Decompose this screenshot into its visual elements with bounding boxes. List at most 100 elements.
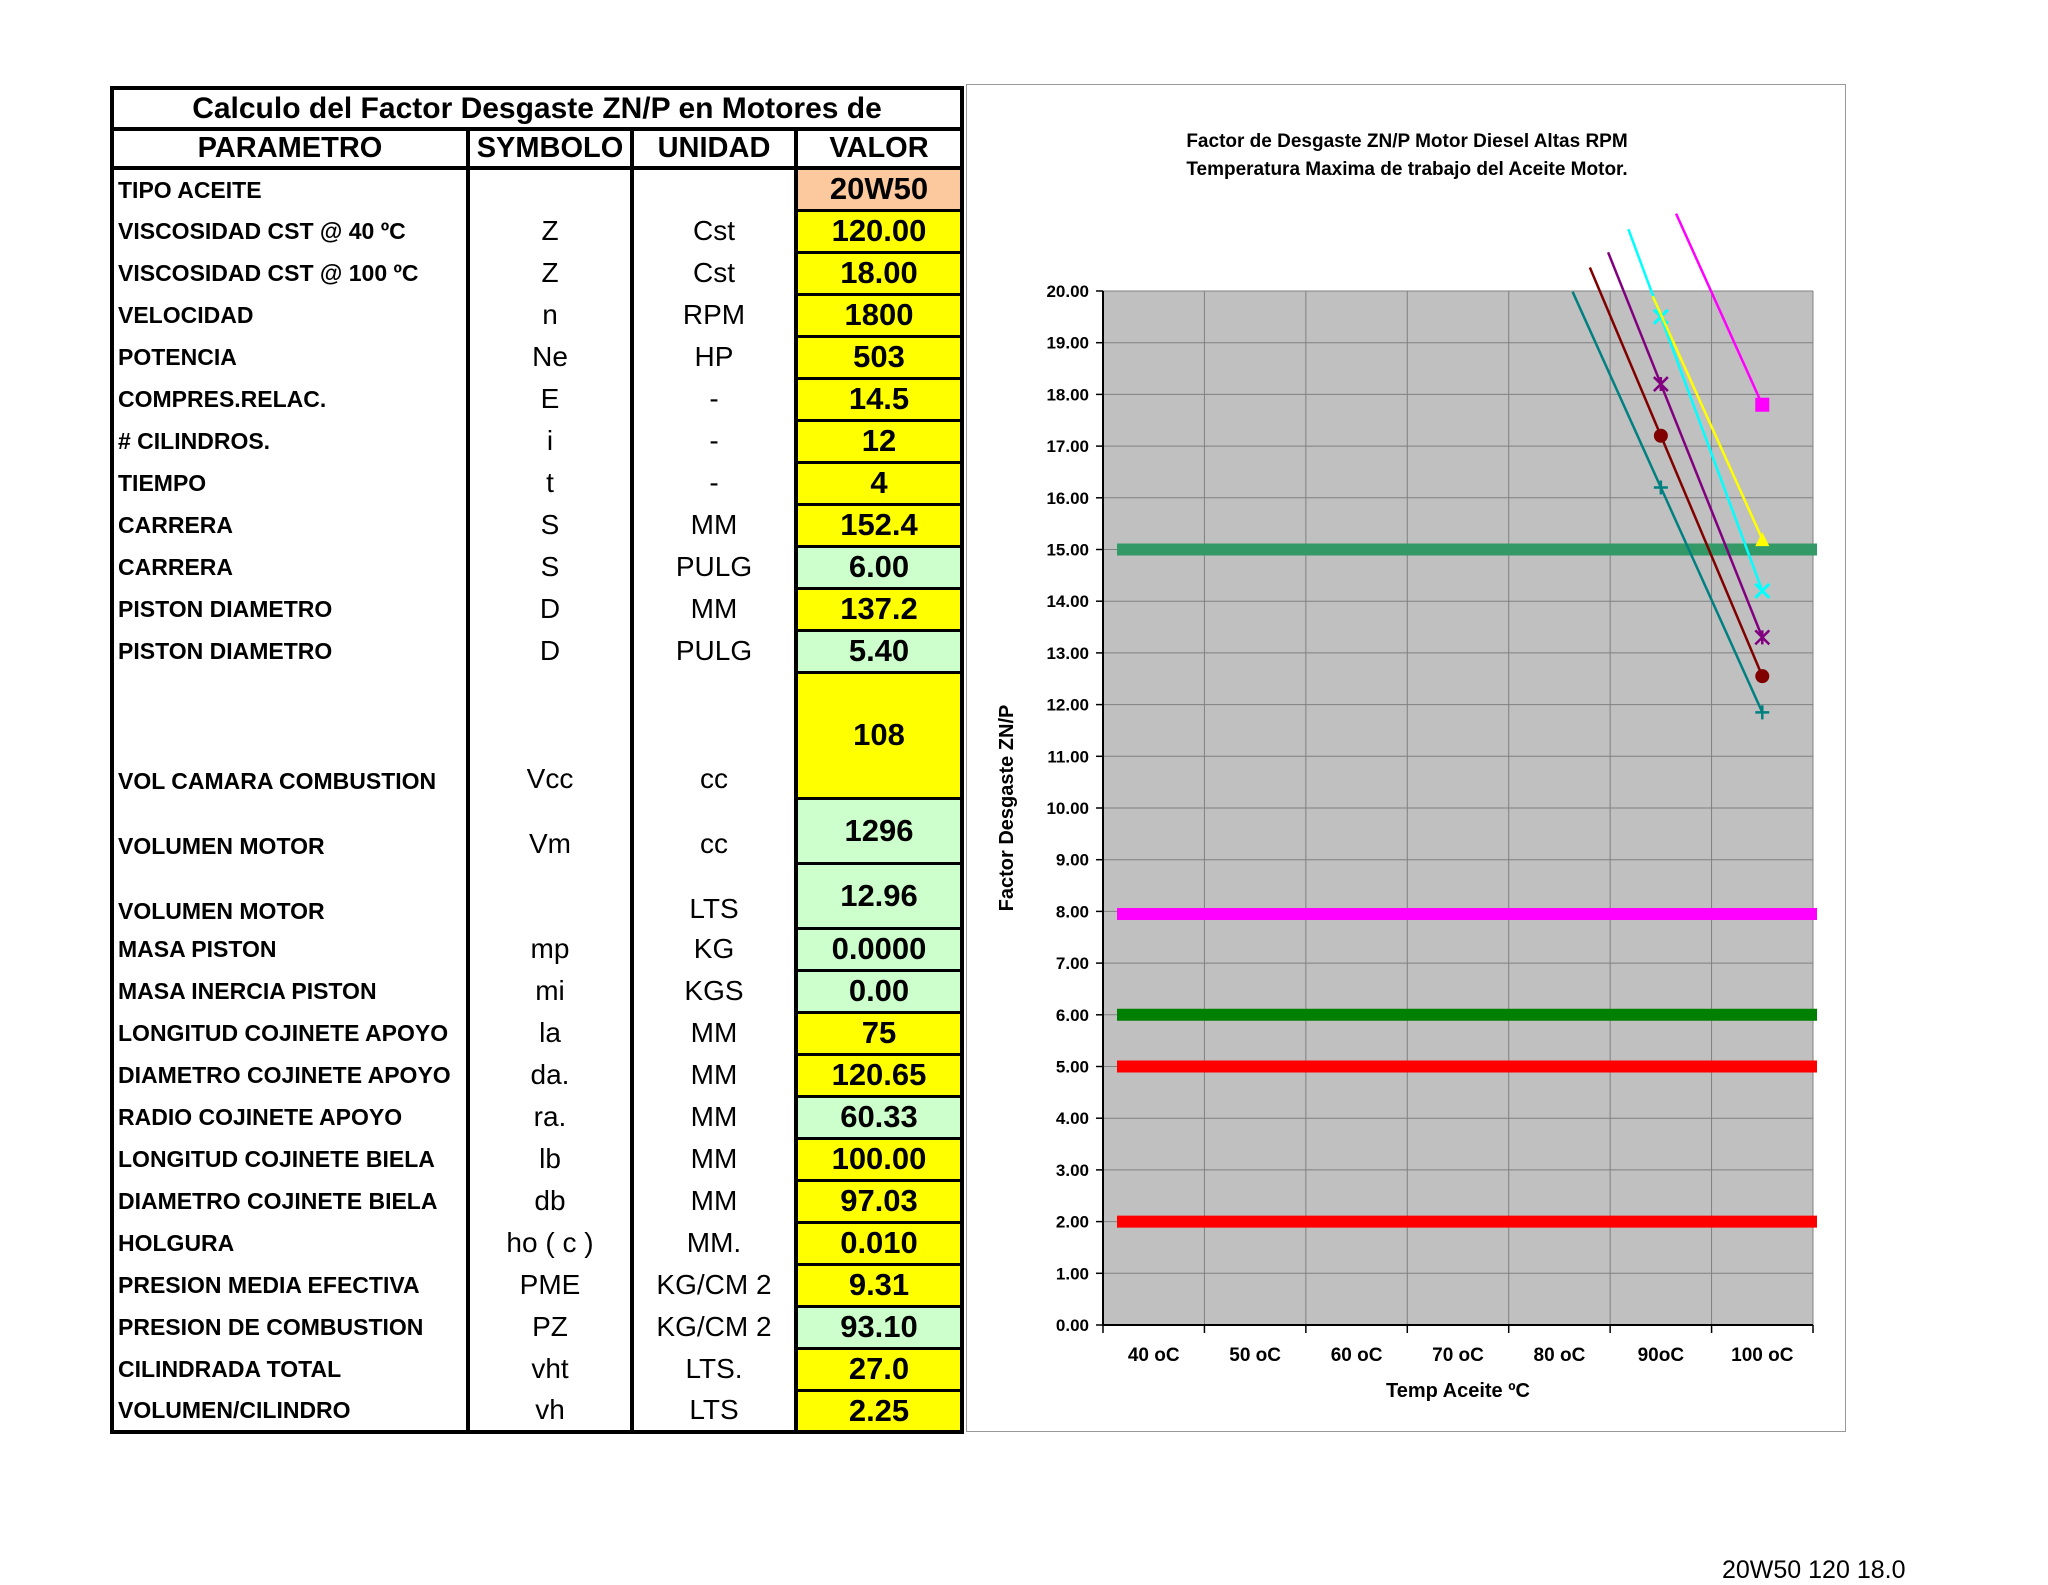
symbol-cell: PZ (468, 1306, 634, 1348)
value-cell: 5.40 (794, 628, 962, 672)
y-tick-label: 11.00 (1047, 747, 1089, 766)
y-tick-label: 17.00 (1046, 437, 1089, 456)
value-cell: 152.4 (794, 502, 962, 546)
table-row: CARRERA S PULG 6.00 (112, 544, 962, 588)
symbol-cell: t (468, 462, 634, 504)
symbol-cell: Vm (468, 798, 634, 863)
param-cell: PISTON DIAMETRO (112, 588, 470, 630)
y-tick-label: 4.00 (1056, 1109, 1089, 1128)
table-row: CILINDRADA TOTAL vht LTS. 27.0 (112, 1346, 962, 1390)
table-row: VOLUMEN MOTOR Vm cc 1296 (112, 796, 962, 863)
unit-cell: Cst (632, 252, 798, 294)
unit-cell: LTS (632, 1390, 798, 1432)
unit-cell: - (632, 462, 798, 504)
unit-cell: LTS. (632, 1348, 798, 1390)
symbol-cell: Vcc (468, 672, 634, 798)
value-cell: 9.31 (794, 1262, 962, 1306)
param-cell: MASA PISTON (112, 928, 470, 970)
table-row: # CILINDROS. i -12 (112, 418, 962, 462)
x-axis-label: Temp Aceite ºC (1386, 1380, 1530, 1402)
table-row: RADIO COJINETE APOYO ra. MM 60.33 (112, 1094, 962, 1138)
value-cell: 100.00 (794, 1136, 962, 1180)
y-tick-label: 0.00 (1056, 1316, 1089, 1335)
y-tick-label: 10.00 (1046, 799, 1089, 818)
symbol-cell: D (468, 630, 634, 672)
symbol-cell: mp (468, 928, 634, 970)
unit-cell: MM (632, 1012, 798, 1054)
series-marker (1755, 705, 1770, 720)
series-line (1606, 251, 1764, 638)
series-marker (1755, 532, 1770, 547)
symbol-cell: db (468, 1180, 634, 1222)
table-row: LONGITUD COJINETE APOYO la MM 75 (112, 1010, 962, 1054)
symbol-cell: ra. (468, 1096, 634, 1138)
header-valor: VALOR (796, 129, 962, 170)
value-cell: 0.00 (794, 968, 962, 1012)
chart-area: 0.00 1.00 2.00 3.00 4.00 5.00 6.00 7.00 8.00 9.00… (966, 84, 1846, 1432)
x-tick-label: 40 oC (1128, 1345, 1180, 1366)
table-row: PRESION MEDIA EFECTIVA PME KG/CM 2 9.31 (112, 1262, 962, 1306)
unit-cell: cc (632, 798, 798, 863)
header-parametro: PARAMETRO (112, 129, 470, 170)
symbol-cell: i (468, 420, 634, 462)
value-cell: 12.96 (794, 861, 962, 928)
y-tick-label: 20.00 (1046, 282, 1089, 301)
param-cell: # CILINDROS. (112, 420, 470, 462)
table-row: VOL CAMARA COMBUSTION Vcc cc 108 (112, 670, 962, 798)
symbol-cell: Ne (468, 336, 634, 378)
value-cell: 2.25 (794, 1388, 962, 1432)
param-cell: VOLUMEN MOTOR (112, 798, 470, 863)
y-tick-label: 5.00 (1056, 1058, 1089, 1077)
y-tick-label: 2.00 (1056, 1213, 1089, 1232)
symbol-cell (468, 863, 634, 928)
table-row: TIEMPO t -4 (112, 460, 962, 504)
unit-cell: MM (632, 1096, 798, 1138)
chart-subtitle: Temperatura Maxima de trabajo del Aceite… (1186, 159, 1627, 180)
param-cell: PRESION MEDIA EFECTIVA (112, 1264, 470, 1306)
param-cell: CARRERA (112, 504, 470, 546)
x-tick-label: 60 oC (1331, 1345, 1383, 1366)
value-cell: 120.65 (794, 1052, 962, 1096)
y-tick-label: 15.00 (1046, 541, 1089, 560)
param-cell: VISCOSIDAD CST @ 40 ºC (112, 210, 470, 252)
value-cell: 1296 (794, 796, 962, 863)
param-cell: PRESION DE COMBUSTION (112, 1306, 470, 1348)
table-row: PRESION DE COMBUSTION PZ KG/CM 2 93.10 (112, 1304, 962, 1348)
param-cell: MASA INERCIA PISTON (112, 970, 470, 1012)
table-row: VELOCIDAD n RPM 1800 (112, 292, 962, 336)
symbol-cell: da. (468, 1054, 634, 1096)
symbol-cell: la (468, 1012, 634, 1054)
unit-cell: MM (632, 1180, 798, 1222)
series-line (1571, 291, 1764, 713)
header-symbolo: SYMBOLO (468, 129, 634, 170)
table-row: PISTON DIAMETRO D MM 137.2 (112, 586, 962, 630)
value-cell: 108 (794, 670, 962, 798)
param-cell: POTENCIA (112, 336, 470, 378)
table-row: POTENCIA Ne HP 503 (112, 334, 962, 378)
symbol-cell: vht (468, 1348, 634, 1390)
unit-cell: MM (632, 504, 798, 546)
unit-cell: - (632, 378, 798, 420)
param-cell: VELOCIDAD (112, 294, 470, 336)
value-cell: 503 (794, 334, 962, 378)
series-marker (1755, 397, 1770, 412)
unit-cell: KG/CM 2 (632, 1264, 798, 1306)
table-row: VISCOSIDAD CST @ 40 ºC Z Cst 120.00 (112, 208, 962, 252)
symbol-cell: lb (468, 1138, 634, 1180)
y-tick-label: 16.00 (1046, 489, 1089, 508)
table-row: CARRERA S MM 152.4 (112, 502, 962, 546)
y-tick-label: 3.00 (1056, 1161, 1089, 1180)
y-tick-label: 18.00 (1046, 385, 1089, 404)
unit-cell: MM. (632, 1222, 798, 1264)
table-row: TIPO ACEITE 20W50 (112, 166, 962, 210)
value-cell: 97.03 (794, 1178, 962, 1222)
unit-cell: KG/CM 2 (632, 1306, 798, 1348)
param-cell: PISTON DIAMETRO (112, 630, 470, 672)
unit-cell: KGS (632, 970, 798, 1012)
unit-cell: KG (632, 928, 798, 970)
param-cell: LONGITUD COJINETE APOYO (112, 1012, 470, 1054)
series-marker (1653, 480, 1668, 495)
unit-cell: LTS (632, 863, 798, 928)
table-row: LONGITUD COJINETE BIELA lb MM 100.00 (112, 1136, 962, 1180)
param-cell: VOL CAMARA COMBUSTION (112, 672, 470, 798)
